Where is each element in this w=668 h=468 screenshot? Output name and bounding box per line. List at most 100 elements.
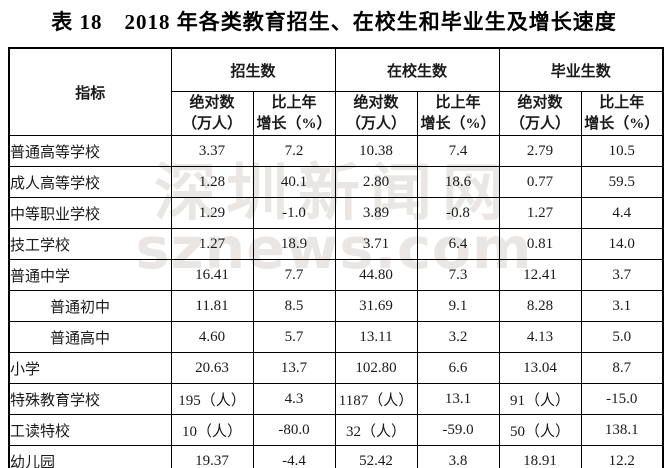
subheader-line: 比上年 — [435, 95, 481, 112]
header-group-row: 指标 招生数 在校生数 毕业生数 — [8, 47, 664, 136]
value-cell: 10.38 — [334, 135, 418, 167]
header-group-enrollment: 招生数 — [170, 47, 336, 92]
value-cell: 5.7 — [252, 321, 336, 353]
value-cell: 4.4 — [580, 197, 664, 229]
subheader-line: （万人） — [181, 115, 242, 132]
header-sub-row: 绝对数 （万人） 比上年 增长（%） 绝对数 （万人） 比上年 增长（%） 绝对… — [9, 91, 664, 136]
value-cell: 11.81 — [170, 290, 254, 322]
value-cell: 13.7 — [252, 352, 336, 384]
value-cell: 2.80 — [334, 166, 418, 198]
indicator-cell: 中等职业学校 — [8, 197, 172, 229]
value-cell: 4.13 — [498, 321, 582, 353]
subheader-line: 增长（%） — [420, 115, 496, 132]
value-cell: 8.5 — [252, 290, 336, 322]
value-cell: 195（人） — [170, 383, 254, 415]
table-title: 表 18 2018 年各类教育招生、在校生和毕业生及增长速度 — [51, 10, 617, 34]
table-row: 普通中学 16.41 7.7 44.80 7.3 12.41 3.7 — [8, 259, 664, 291]
subheader-enrollment-absolute: 绝对数 （万人） — [170, 91, 254, 136]
value-cell: -0.8 — [416, 197, 500, 229]
table-row: 技工学校 1.27 18.9 3.71 6.4 0.81 14.0 — [8, 228, 664, 260]
value-cell: 18.9 — [252, 228, 336, 260]
value-cell: 2.79 — [498, 135, 582, 167]
value-cell: -1.0 — [252, 197, 336, 229]
subheader-line: 比上年 — [599, 95, 645, 112]
subheader-graduates-absolute: 绝对数 （万人） — [498, 91, 582, 136]
value-cell: 6.6 — [416, 352, 500, 384]
value-cell: 10（人） — [170, 414, 254, 446]
value-cell: 10.5 — [580, 135, 664, 167]
indicator-cell: 特殊教育学校 — [8, 383, 172, 415]
subheader-line: 增长（%） — [256, 115, 332, 132]
indicator-cell: 幼儿园 — [8, 445, 172, 468]
subheader-line: 绝对数 — [517, 95, 563, 112]
value-cell: 12.41 — [498, 259, 582, 291]
value-cell: 52.42 — [334, 445, 418, 468]
value-cell: 13.1 — [416, 383, 500, 415]
table-row: 特殊教育学校 195（人） 4.3 1187（人） 13.1 91（人） -15… — [8, 383, 664, 415]
subheader-line: （万人） — [509, 115, 570, 132]
value-cell: 7.2 — [252, 135, 336, 167]
header-indicator: 指标 — [8, 47, 172, 136]
header-group-graduates: 毕业生数 — [498, 47, 664, 92]
indicator-cell: 小学 — [8, 352, 172, 384]
subheader-line: 绝对数 — [189, 95, 235, 112]
education-stats-table: 指标 招生数 在校生数 毕业生数 绝对数 （万人） 比上年 增长（%） 绝对数 … — [8, 47, 664, 468]
indicator-cell: 普通高中 — [8, 321, 172, 353]
table-row: 普通高中 4.60 5.7 13.11 3.2 4.13 5.0 — [8, 321, 664, 353]
subheader-enrollment-growth: 比上年 增长（%） — [252, 91, 336, 136]
value-cell: 3.2 — [416, 321, 500, 353]
value-cell: 4.3 — [252, 383, 336, 415]
value-cell: 138.1 — [580, 414, 664, 446]
table-row: 工读特校 10（人） -80.0 32（人） -59.0 50（人） 138.1 — [8, 414, 664, 446]
subheader-students-growth: 比上年 增长（%） — [416, 91, 500, 136]
value-cell: 1.27 — [498, 197, 582, 229]
value-cell: 44.80 — [334, 259, 418, 291]
value-cell: 7.7 — [252, 259, 336, 291]
indicator-cell: 普通中学 — [8, 259, 172, 291]
value-cell: 40.1 — [252, 166, 336, 198]
indicator-cell: 普通高等学校 — [8, 135, 172, 167]
value-cell: -80.0 — [252, 414, 336, 446]
table-row: 成人高等学校 1.28 40.1 2.80 18.6 0.77 59.5 — [8, 166, 664, 198]
table-row: 中等职业学校 1.29 -1.0 3.89 -0.8 1.27 4.4 — [8, 197, 664, 229]
value-cell: -59.0 — [416, 414, 500, 446]
value-cell: 9.1 — [416, 290, 500, 322]
value-cell: 0.81 — [498, 228, 582, 260]
value-cell: -15.0 — [580, 383, 664, 415]
value-cell: 20.63 — [170, 352, 254, 384]
value-cell: 3.71 — [334, 228, 418, 260]
subheader-line: 绝对数 — [353, 95, 399, 112]
indicator-cell: 成人高等学校 — [8, 166, 172, 198]
value-cell: 4.60 — [170, 321, 254, 353]
value-cell: 3.1 — [580, 290, 664, 322]
header-group-students: 在校生数 — [334, 47, 500, 92]
value-cell: 5.0 — [580, 321, 664, 353]
value-cell: -4.4 — [252, 445, 336, 468]
value-cell: 19.37 — [170, 445, 254, 468]
indicator-cell: 普通初中 — [8, 290, 172, 322]
value-cell: 8.7 — [580, 352, 664, 384]
value-cell: 6.4 — [416, 228, 500, 260]
value-cell: 12.2 — [580, 445, 664, 468]
value-cell: 7.4 — [416, 135, 500, 167]
value-cell: 3.89 — [334, 197, 418, 229]
value-cell: 18.91 — [498, 445, 582, 468]
value-cell: 1.28 — [170, 166, 254, 198]
indicator-cell: 技工学校 — [8, 228, 172, 260]
value-cell: 13.11 — [334, 321, 418, 353]
value-cell: 3.37 — [170, 135, 254, 167]
value-cell: 102.80 — [334, 352, 418, 384]
subheader-graduates-growth: 比上年 增长（%） — [580, 91, 664, 136]
value-cell: 91（人） — [498, 383, 582, 415]
value-cell: 16.41 — [170, 259, 254, 291]
value-cell: 1187（人） — [334, 383, 418, 415]
value-cell: 59.5 — [580, 166, 664, 198]
indicator-cell: 工读特校 — [8, 414, 172, 446]
table-row: 小学 20.63 13.7 102.80 6.6 13.04 8.7 — [8, 352, 664, 384]
table-row: 普通初中 11.81 8.5 31.69 9.1 8.28 3.1 — [8, 290, 664, 322]
subheader-line: （万人） — [345, 115, 406, 132]
subheader-students-absolute: 绝对数 （万人） — [334, 91, 418, 136]
value-cell: 14.0 — [580, 228, 664, 260]
value-cell: 7.3 — [416, 259, 500, 291]
